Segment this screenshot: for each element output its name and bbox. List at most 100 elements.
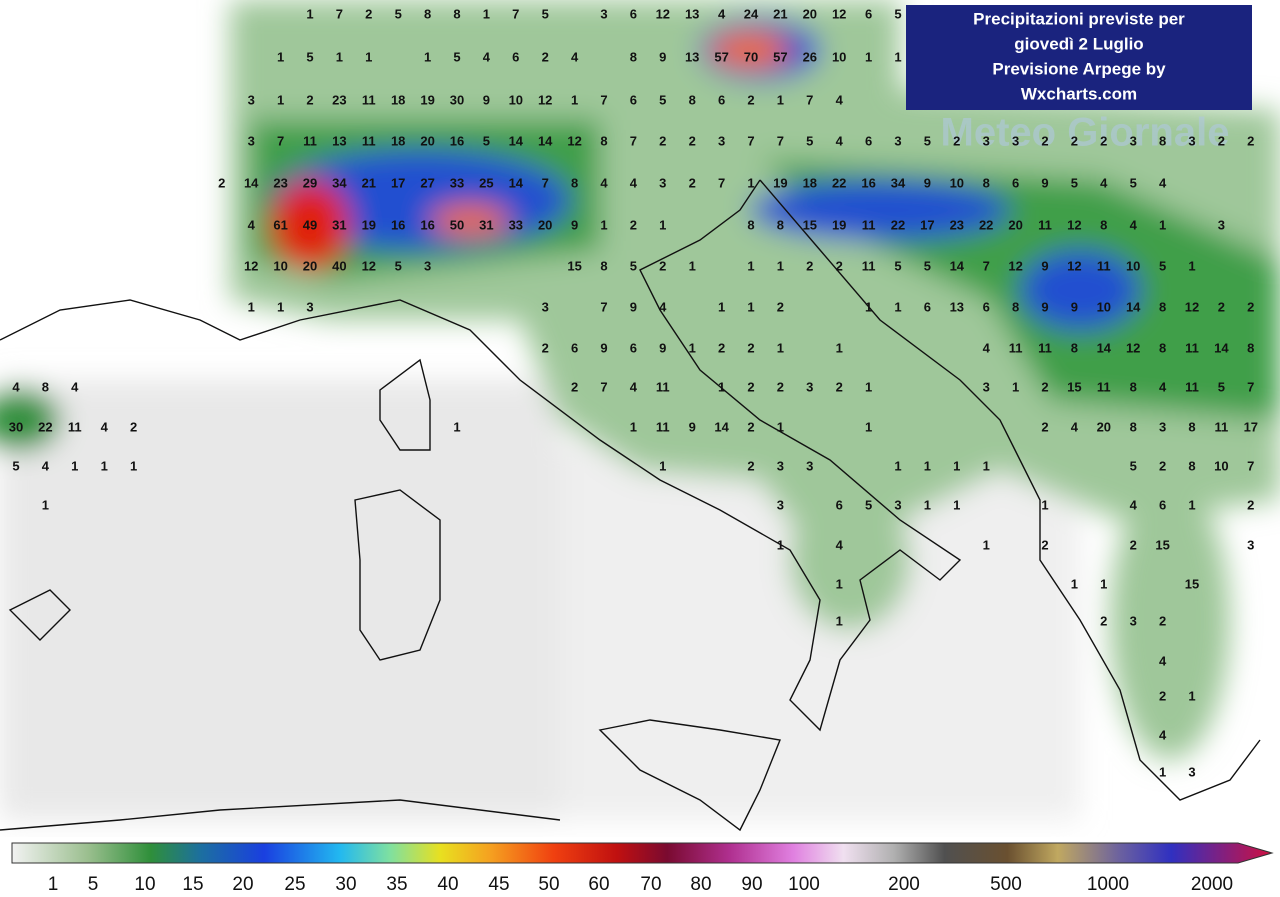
rain-label: 23 bbox=[273, 175, 287, 190]
rain-label: 22 bbox=[832, 175, 846, 190]
rain-label: 4 bbox=[571, 49, 579, 64]
rain-label: 3 bbox=[1218, 217, 1225, 232]
rain-label: 1 bbox=[277, 299, 284, 314]
rain-label: 1 bbox=[777, 92, 784, 107]
rain-label: 57 bbox=[714, 49, 728, 64]
colorbar-tick-label: 1000 bbox=[1087, 874, 1129, 895]
rain-label: 2 bbox=[777, 299, 784, 314]
title-line: Wxcharts.com bbox=[1021, 84, 1137, 103]
rain-label: 10 bbox=[1214, 458, 1228, 473]
rain-label: 9 bbox=[483, 92, 490, 107]
rain-label: 11 bbox=[656, 379, 670, 394]
rain-label: 5 bbox=[1218, 379, 1225, 394]
rain-label: 21 bbox=[362, 175, 376, 190]
rain-label: 7 bbox=[600, 379, 607, 394]
rain-label: 14 bbox=[950, 258, 965, 273]
rain-label: 8 bbox=[1159, 340, 1166, 355]
rain-label: 19 bbox=[832, 217, 846, 232]
rain-label: 14 bbox=[538, 133, 553, 148]
rain-label: 8 bbox=[1188, 419, 1195, 434]
rain-label: 11 bbox=[362, 133, 376, 148]
rain-label: 1 bbox=[365, 49, 372, 64]
title-line: giovedì 2 Luglio bbox=[1014, 34, 1143, 53]
rain-label: 4 bbox=[983, 340, 991, 355]
rain-label: 6 bbox=[1012, 175, 1019, 190]
rain-label: 1 bbox=[953, 497, 960, 512]
rain-label: 29 bbox=[303, 175, 317, 190]
rain-label: 8 bbox=[453, 6, 460, 21]
rain-label: 9 bbox=[659, 340, 666, 355]
title-line: Precipitazioni previste per bbox=[973, 9, 1185, 28]
rain-label: 4 bbox=[12, 379, 20, 394]
rain-label: 7 bbox=[336, 6, 343, 21]
rain-label: 3 bbox=[248, 133, 255, 148]
rain-label: 3 bbox=[424, 258, 431, 273]
rain-label: 9 bbox=[689, 419, 696, 434]
rain-label: 57 bbox=[773, 49, 787, 64]
rain-label: 16 bbox=[861, 175, 875, 190]
rain-label: 9 bbox=[1071, 299, 1078, 314]
rain-label: 2 bbox=[630, 217, 637, 232]
rain-label: 14 bbox=[509, 133, 524, 148]
rain-label: 1 bbox=[1100, 576, 1107, 591]
rain-label: 2 bbox=[659, 133, 666, 148]
rain-label: 6 bbox=[512, 49, 519, 64]
rain-label: 9 bbox=[659, 49, 666, 64]
rain-label: 21 bbox=[773, 6, 787, 21]
rain-label: 2 bbox=[836, 379, 843, 394]
rain-label: 2 bbox=[130, 419, 137, 434]
rain-label: 8 bbox=[1130, 379, 1137, 394]
rain-label: 3 bbox=[894, 497, 901, 512]
rain-label: 1 bbox=[865, 379, 872, 394]
rain-label: 13 bbox=[332, 133, 346, 148]
rain-label: 3 bbox=[983, 133, 990, 148]
colorbar-tick-label: 90 bbox=[741, 874, 762, 895]
rain-label: 33 bbox=[450, 175, 464, 190]
rain-label: 10 bbox=[1126, 258, 1140, 273]
colorbar-tick-label: 2000 bbox=[1191, 874, 1233, 895]
rain-label: 31 bbox=[479, 217, 493, 232]
rain-label: 3 bbox=[306, 299, 313, 314]
rain-label: 7 bbox=[1247, 458, 1254, 473]
rain-label: 31 bbox=[332, 217, 346, 232]
rain-label: 5 bbox=[483, 133, 490, 148]
rain-label: 2 bbox=[1100, 133, 1107, 148]
rain-label: 5 bbox=[924, 133, 931, 148]
colorbar-tick-label: 45 bbox=[488, 874, 509, 895]
colorbar-tick-label: 5 bbox=[88, 874, 99, 895]
rain-label: 2 bbox=[718, 340, 725, 355]
rain-label: 1 bbox=[277, 92, 284, 107]
rain-label: 4 bbox=[1159, 727, 1167, 742]
rain-label: 17 bbox=[1244, 419, 1258, 434]
rain-label: 30 bbox=[9, 419, 23, 434]
rain-label: 1 bbox=[453, 419, 460, 434]
rain-label: 1 bbox=[600, 217, 607, 232]
rain-label: 8 bbox=[42, 379, 49, 394]
rain-label: 2 bbox=[306, 92, 313, 107]
colorbar-tick-label: 10 bbox=[134, 874, 155, 895]
rain-label: 30 bbox=[450, 92, 464, 107]
rain-label: 1 bbox=[1188, 688, 1195, 703]
rain-label: 2 bbox=[1247, 497, 1254, 512]
rain-label: 7 bbox=[777, 133, 784, 148]
rain-label: 5 bbox=[630, 258, 637, 273]
rain-label: 1 bbox=[718, 299, 725, 314]
colorbar-tick-label: 35 bbox=[386, 874, 407, 895]
rain-label: 1 bbox=[1071, 576, 1078, 591]
rain-label: 8 bbox=[571, 175, 578, 190]
rain-label: 18 bbox=[803, 175, 817, 190]
rain-label: 22 bbox=[979, 217, 993, 232]
rain-label: 3 bbox=[1247, 537, 1254, 552]
rain-label: 1 bbox=[865, 49, 872, 64]
rain-label: 7 bbox=[983, 258, 990, 273]
rain-label: 2 bbox=[1041, 419, 1048, 434]
rain-label: 4 bbox=[1159, 175, 1167, 190]
rain-label: 7 bbox=[630, 133, 637, 148]
rain-label: 23 bbox=[332, 92, 346, 107]
rain-label: 6 bbox=[983, 299, 990, 314]
rain-label: 1 bbox=[836, 576, 843, 591]
rain-label: 9 bbox=[1041, 258, 1048, 273]
rain-label: 19 bbox=[362, 217, 376, 232]
rain-label: 8 bbox=[777, 217, 784, 232]
